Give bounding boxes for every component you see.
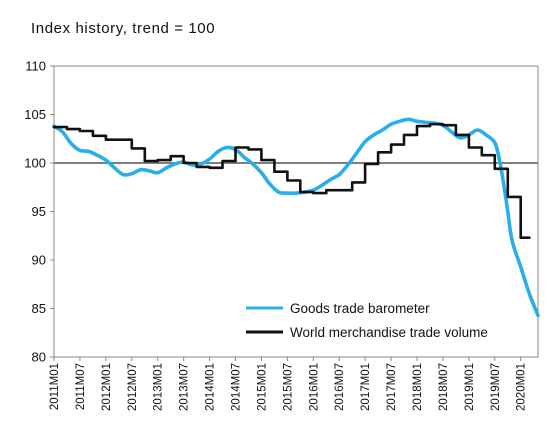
- legend-label-volume: World merchandise trade volume: [290, 325, 488, 340]
- legend: Goods trade barometer World merchandise …: [246, 301, 488, 340]
- x-tick-label: 2013M07: [179, 363, 191, 411]
- x-tick-label: 2020M01: [516, 363, 528, 411]
- series-line-world-merchandise-trade-volume: [52, 122, 531, 239]
- y-tick-label: 100: [24, 156, 46, 171]
- series-line-goods-trade-barometer: [52, 117, 540, 318]
- y-tick-label: 95: [32, 204, 46, 219]
- legend-label-goods: Goods trade barometer: [290, 301, 430, 316]
- y-tick-label: 80: [32, 350, 46, 365]
- x-tick-label: 2012M07: [127, 363, 139, 411]
- x-tick-label: 2015M01: [256, 363, 268, 411]
- x-tick-label: 2018M01: [412, 363, 424, 411]
- y-axis: 80 85 90 95 100 105 110: [24, 59, 54, 365]
- x-tick-label: 2017M07: [386, 363, 398, 411]
- y-tick-label: 90: [32, 253, 46, 268]
- x-tick-label: 2015M07: [282, 363, 294, 411]
- x-tick-label: 2014M07: [231, 363, 243, 411]
- series-group: [52, 117, 540, 318]
- x-tick-label: 2013M01: [153, 363, 165, 411]
- x-tick-label: 2019M01: [464, 363, 476, 411]
- y-tick-label: 105: [24, 107, 46, 122]
- x-tick-label: 2011M01: [49, 363, 61, 410]
- x-tick-label: 2019M07: [490, 363, 502, 411]
- x-tick-label: 2018M07: [438, 363, 450, 411]
- x-axis: 2011M01 2011M07 2012M01 2012M07 2013M01 2013M…: [49, 357, 528, 411]
- x-tick-label: 2016M01: [308, 363, 320, 411]
- chart-subtitle: Index history, trend = 100: [31, 20, 216, 37]
- y-tick-label: 85: [32, 301, 46, 316]
- x-tick-label: 2011M07: [75, 363, 87, 410]
- x-tick-label: 2014M01: [205, 363, 217, 411]
- x-tick-label: 2017M01: [360, 363, 372, 411]
- y-tick-label: 110: [25, 59, 46, 74]
- x-tick-label: 2016M07: [334, 363, 346, 411]
- x-tick-label: 2012M01: [101, 363, 113, 411]
